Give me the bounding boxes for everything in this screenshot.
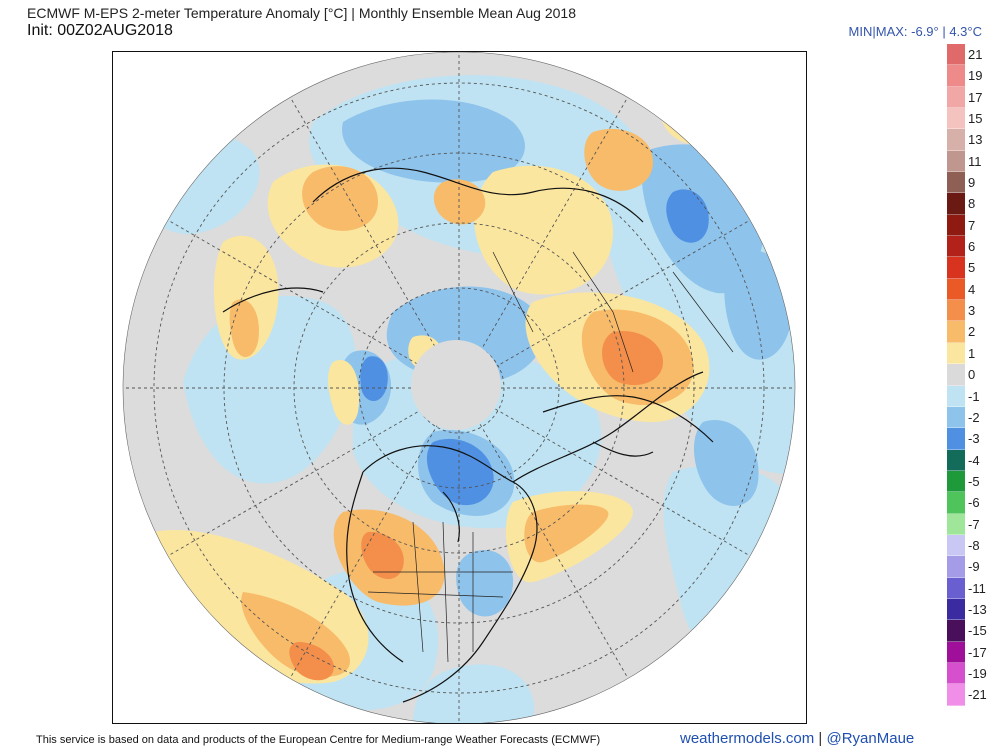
colorbar-swatch [947, 470, 965, 493]
colorbar-labels: 21 19 17 15 13 11 9 8 7 6 5 4 3 2 1 0 -1 -2 -3 -4 -5 -6 -7 -8 -9… [968, 44, 998, 706]
colorbar-swatch [947, 598, 965, 621]
coastlines [222, 167, 714, 703]
colorbar-label: -1 [968, 388, 980, 404]
colorbar-label: -11 [968, 580, 986, 596]
colorbar-swatch [947, 364, 965, 386]
attribution-separator: | [818, 730, 823, 747]
init-time: Init: 00Z02AUG2018 [27, 22, 173, 39]
colorbar-swatch [947, 214, 965, 237]
colorbar-label: 11 [968, 153, 982, 169]
colorbar-swatch [947, 65, 965, 87]
colorbar-label: -8 [968, 537, 980, 553]
colorbar-label: -21 [968, 687, 987, 703]
colorbar-swatch [947, 513, 965, 535]
globe-outline [122, 52, 796, 723]
colorbar-label: 2 [968, 324, 976, 340]
colorbar-label: -4 [968, 452, 980, 468]
colorbar-swatch [947, 577, 965, 599]
colorbar-label: 7 [968, 217, 976, 233]
site-link[interactable]: weathermodels.com [680, 730, 815, 747]
colorbar-label: 5 [968, 260, 976, 276]
chart-title: ECMWF M-EPS 2-meter Temperature Anomaly … [27, 5, 576, 21]
colorbar-swatch [947, 321, 965, 343]
colorbar-label: -15 [968, 623, 987, 639]
colorbar-label: 6 [968, 239, 976, 255]
colorbar-swatch [947, 342, 965, 365]
colorbar-swatch [947, 641, 965, 663]
colorbar-swatch [947, 534, 965, 557]
colorbar-label: 17 [968, 89, 983, 105]
polar-cap [411, 340, 501, 430]
colorbar-swatch [947, 44, 965, 66]
anomaly-map [112, 51, 807, 724]
colorbar-swatch [947, 86, 965, 109]
colorbar-swatch [947, 150, 965, 173]
colorbar-swatch [947, 108, 965, 130]
colorbar-label: 19 [968, 68, 983, 84]
colorbar-label: 3 [968, 303, 976, 319]
colorbar-label: -9 [968, 559, 980, 575]
colorbar-label: 4 [968, 281, 976, 297]
colorbar-label: -3 [968, 431, 980, 447]
colorbar-swatch [947, 428, 965, 450]
min-max-readout: MIN|MAX: -6.9° | 4.3°C [848, 24, 982, 39]
colorbar-label: -7 [968, 516, 980, 532]
colorbar-swatch [947, 492, 965, 514]
colorbar-swatch [947, 406, 965, 429]
colorbar-swatch [947, 193, 965, 215]
meridian-lines [123, 52, 795, 723]
colorbar-swatch [947, 620, 965, 642]
colorbar-label: -5 [968, 473, 980, 489]
colorbar-label: 1 [968, 345, 976, 361]
colorbar-swatch [947, 236, 965, 258]
colorbar-label: -17 [968, 644, 987, 660]
colorbar-label: -13 [968, 601, 987, 617]
colorbar-swatch [947, 449, 965, 471]
handle-link[interactable]: @RyanMaue [826, 730, 915, 747]
colorbar-swatch [947, 662, 965, 685]
colorbar [947, 44, 965, 706]
colorbar-swatch [947, 684, 965, 706]
colorbar-label: 13 [968, 132, 983, 148]
colorbar-swatch [947, 129, 965, 151]
colorbar-label: 8 [968, 196, 976, 212]
colorbar-label: 21 [968, 47, 983, 62]
borders [367, 251, 734, 663]
anomaly-plus3-regions [289, 331, 663, 681]
colorbar-label: 9 [968, 175, 976, 191]
colorbar-label: -2 [968, 409, 980, 425]
colorbar-swatch [947, 172, 965, 194]
colorbar-swatch [947, 385, 965, 407]
colorbar-swatch [947, 556, 965, 578]
colorbar-label: -6 [968, 495, 980, 511]
colorbar-swatch [947, 278, 965, 301]
colorbar-label: -19 [968, 665, 987, 681]
colorbar-swatch [947, 257, 965, 279]
ecmwf-credit: This service is based on data and produc… [36, 734, 601, 746]
colorbar-label: 15 [968, 111, 983, 127]
anomaly-minus3-regions [360, 189, 709, 506]
attribution: weathermodels.com | @RyanMaue [680, 730, 914, 747]
colorbar-swatch [947, 300, 965, 322]
colorbar-label: 0 [968, 367, 976, 383]
